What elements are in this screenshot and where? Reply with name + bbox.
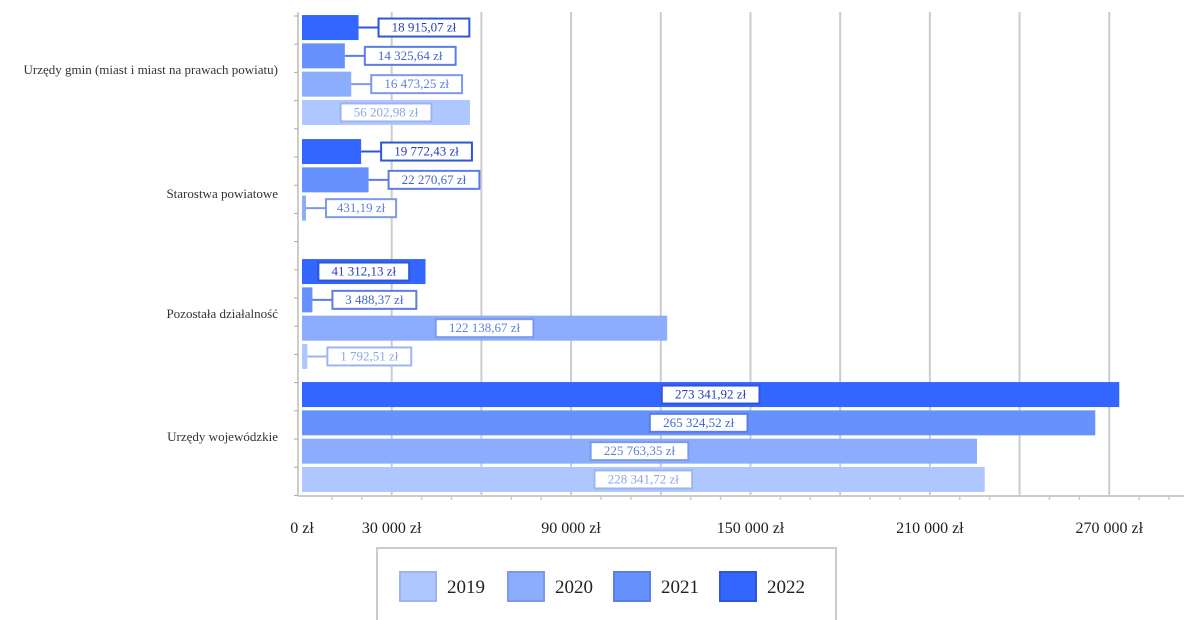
data-label: 22 270,67 zł — [402, 172, 467, 187]
legend-swatch — [613, 571, 651, 602]
legend-swatch — [399, 571, 437, 602]
legend-swatch — [507, 571, 545, 602]
data-label: 56 202,98 zł — [354, 104, 419, 119]
legend-label: 2021 — [661, 577, 699, 598]
data-label: 16 473,25 zł — [384, 76, 449, 91]
data-label-box — [593, 469, 694, 490]
data-label-box — [339, 102, 433, 123]
x-tick-label: 30 000 zł — [362, 520, 422, 537]
data-label: 1 792,51 zł — [340, 348, 399, 363]
data-label-box — [589, 441, 690, 462]
data-label-box — [377, 17, 471, 38]
data-label-box — [660, 384, 761, 405]
data-label-box — [380, 141, 473, 162]
data-label: 431,19 zł — [337, 200, 386, 215]
bar — [302, 71, 352, 97]
x-tick-label: 270 000 zł — [1075, 520, 1143, 537]
x-tick-label: 0 zł — [290, 520, 314, 537]
legend-label: 2020 — [555, 577, 593, 598]
data-label: 273 341,92 zł — [675, 387, 747, 402]
x-tick-label: 90 000 zł — [541, 520, 601, 537]
legend-box — [376, 547, 837, 620]
legend-label: 2022 — [767, 577, 805, 598]
legend-label: 2019 — [447, 577, 485, 598]
data-label-box — [326, 346, 413, 367]
gridlines — [390, 12, 1111, 496]
category-label: Urzędy gmin (miast i miast na prawach po… — [23, 62, 278, 77]
axes: 0 zł 30 000 zł 90 000 zł 150 000 zł 210 000 … — [23, 12, 1184, 537]
data-label: 19 772,43 zł — [394, 144, 459, 159]
data-label: 228 341,72 zł — [608, 471, 680, 486]
data-label-box — [370, 74, 464, 95]
data-label: 225 763,35 zł — [604, 443, 676, 458]
data-label: 18 915,07 zł — [392, 20, 457, 35]
data-label-box — [648, 412, 749, 433]
data-label: 3 488,37 zł — [345, 292, 404, 307]
category-label: Starostwa powiatowe — [166, 186, 278, 201]
data-label: 14 325,64 zł — [378, 48, 443, 63]
x-tick-label: 150 000 zł — [717, 520, 785, 537]
data-labels: 18 915,07 zł 14 325,64 zł 16 473,25 zł 56 2… — [306, 17, 761, 490]
data-label: 265 324,52 zł — [663, 415, 735, 430]
legend: 2019 2020 2021 2022 — [376, 547, 837, 620]
bar — [302, 43, 345, 69]
data-label-box — [434, 318, 535, 339]
bar — [302, 195, 306, 221]
category-label: Urzędy wojewódzkie — [167, 429, 278, 444]
data-label-box — [363, 45, 457, 66]
bar — [302, 167, 369, 193]
data-label-box — [325, 198, 398, 219]
data-label: 122 138,67 zł — [449, 320, 521, 335]
data-label-box — [317, 261, 411, 282]
legend-swatch — [719, 571, 757, 602]
data-label-box — [331, 289, 418, 310]
bar — [302, 139, 362, 165]
x-tick-label: 210 000 zł — [896, 520, 964, 537]
data-label-box — [387, 169, 481, 190]
category-label: Pozostała działalność — [166, 306, 278, 321]
data-label: 41 312,13 zł — [331, 264, 396, 279]
bar — [302, 287, 313, 313]
bar — [302, 343, 308, 369]
bar — [302, 15, 359, 41]
